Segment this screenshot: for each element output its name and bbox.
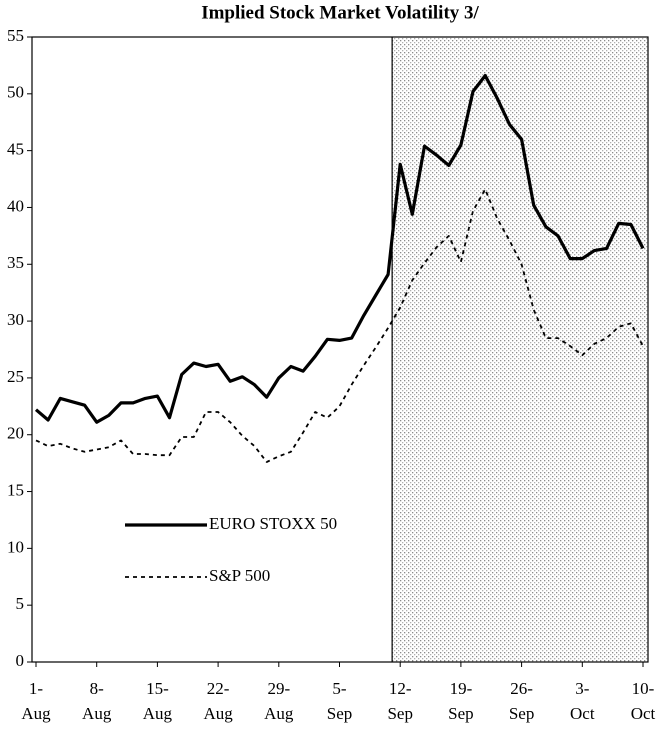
x-tick-label: 1-Aug bbox=[21, 679, 51, 723]
y-tick-label: 10 bbox=[7, 537, 24, 556]
chart-title: Implied Stock Market Volatility 3/ bbox=[201, 2, 479, 23]
x-tick-label: 22-Aug bbox=[203, 679, 233, 723]
y-tick-label: 55 bbox=[7, 26, 24, 45]
y-tick-label: 45 bbox=[7, 140, 24, 159]
line-series bbox=[35, 188, 644, 463]
y-tick-label: 50 bbox=[7, 83, 24, 102]
y-tick-label: 20 bbox=[7, 424, 24, 443]
y-tick-label: 15 bbox=[7, 480, 24, 499]
x-tick-label: 19-Sep bbox=[448, 679, 474, 723]
x-tick-label: 12-Sep bbox=[387, 679, 413, 723]
y-tick-label: 0 bbox=[16, 651, 25, 670]
line-series bbox=[34, 74, 645, 424]
x-tick-label: 10-Oct bbox=[631, 679, 656, 723]
shaded-region bbox=[392, 37, 648, 662]
legend-label: S&P 500 bbox=[209, 566, 270, 585]
x-tick-label: 5-Sep bbox=[327, 679, 353, 723]
y-tick-label: 35 bbox=[7, 253, 24, 272]
y-tick-label: 30 bbox=[7, 310, 24, 329]
y-tick-label: 40 bbox=[7, 196, 24, 215]
x-tick-label: 15-Aug bbox=[143, 679, 173, 723]
x-tick-label: 29-Aug bbox=[264, 679, 294, 723]
x-tick-label: 3-Oct bbox=[570, 679, 595, 723]
legend-label: EURO STOXX 50 bbox=[209, 514, 337, 533]
y-tick-label: 5 bbox=[16, 594, 25, 613]
x-tick-label: 26-Sep bbox=[509, 679, 535, 723]
x-tick-label: 8-Aug bbox=[82, 679, 112, 723]
y-tick-label: 25 bbox=[7, 367, 24, 386]
